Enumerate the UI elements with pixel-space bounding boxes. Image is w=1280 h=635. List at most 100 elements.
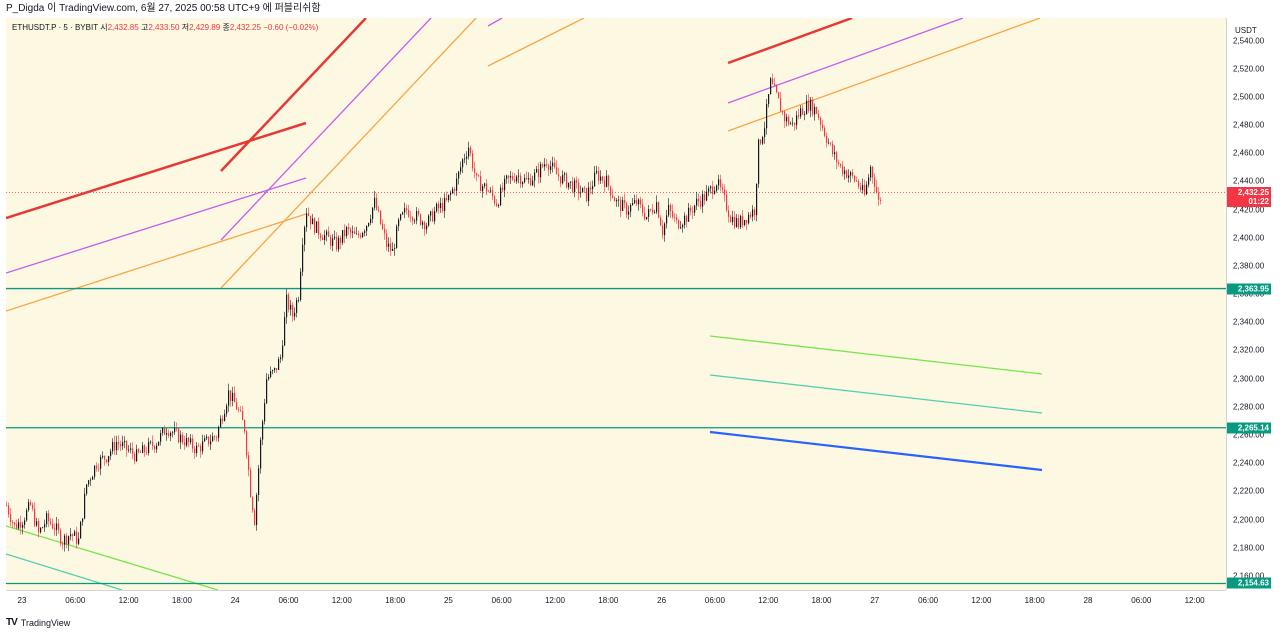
candle-down [488, 191, 490, 193]
candle-up [684, 215, 686, 225]
candle-up [748, 214, 750, 224]
candle-down [780, 98, 782, 112]
price-tick-label: 2,160.00 [1233, 571, 1265, 581]
candle-up [422, 222, 424, 225]
candle-down [496, 203, 498, 206]
candle-up [710, 186, 712, 189]
candle-up [574, 180, 576, 193]
candle-down [864, 185, 866, 195]
candle-down [554, 162, 556, 168]
candle-up [396, 226, 398, 249]
candle-up [414, 220, 416, 222]
candle-down [530, 178, 532, 186]
candle-down [454, 188, 456, 191]
candle-up [260, 439, 262, 469]
candle-down [244, 420, 246, 432]
candle-up [628, 211, 630, 215]
candle-down [76, 531, 78, 544]
candle-up [688, 207, 690, 222]
candle-up [506, 175, 508, 179]
candle-up [306, 213, 308, 228]
candle-up [792, 122, 794, 124]
price-axis[interactable]: USDT 2,540.00 2,520.00 2,500.00 2,480.00 2,4… [1226, 18, 1273, 590]
candle-up [632, 203, 634, 205]
candle-down [626, 203, 628, 215]
price-tick-label: 2,540.00 [1233, 36, 1265, 46]
chart-svg [6, 18, 1226, 590]
candle-up [26, 510, 28, 521]
candle-up [646, 216, 648, 219]
candle-up [850, 172, 852, 176]
candle-down [772, 78, 774, 84]
candle-down [438, 203, 440, 209]
level-price-tag[interactable]: 2,154.63 [1227, 577, 1271, 589]
candle-down [620, 199, 622, 211]
time-axis[interactable]: 23 06:00 12:00 18:00 24 06:00 12:00 18:00 25 06:0… [6, 590, 1226, 613]
candle-up [362, 232, 364, 238]
candle-down [838, 162, 840, 164]
candle-down [774, 83, 776, 86]
candle-up [224, 413, 226, 421]
candle-up [42, 527, 44, 529]
candle-down [106, 459, 108, 463]
candle-up [528, 178, 530, 180]
price-tick-label: 2,440.00 [1233, 176, 1265, 186]
candle-up [394, 248, 396, 249]
candle-up [426, 225, 428, 230]
level-price-tag[interactable]: 2,363.95 [1227, 283, 1271, 295]
candle-up [790, 123, 792, 125]
candle-down [860, 186, 862, 190]
brand-name: TradingView [20, 617, 71, 628]
level-price-tag[interactable]: 2,265.14 [1227, 422, 1271, 434]
candle-up [800, 108, 802, 117]
candle-up [36, 521, 38, 526]
candle-down [378, 209, 380, 211]
candle-up [128, 449, 130, 451]
candle-up [18, 522, 20, 529]
candle-up [374, 197, 376, 208]
candle-up [268, 376, 270, 380]
low-value: 2,429.89 [189, 23, 221, 32]
candle-up [166, 433, 168, 435]
candle-down [754, 209, 756, 216]
candle-up [758, 139, 760, 184]
candle-up [148, 441, 150, 453]
trendline-orange [6, 213, 307, 312]
candle-down [720, 179, 722, 188]
candle-down [236, 402, 238, 410]
price-tick-label: 2,480.00 [1233, 120, 1265, 130]
current-price-tag[interactable]: 2,432.25 01:22 [1227, 187, 1271, 208]
chart-plot-area[interactable]: ETHUSDT.P · 5 · BYBIT 시2,432.85 고2,433.5… [6, 18, 1226, 590]
candle-down [698, 198, 700, 202]
tradingview-logo[interactable]: TV TradingView [6, 617, 70, 628]
currency-unit[interactable]: USDT [1235, 26, 1257, 35]
symbol-label[interactable]: ETHUSDT.P · 5 · BYBIT [12, 23, 98, 32]
candle-up [296, 299, 298, 313]
candle-down [66, 535, 68, 545]
candle-down [72, 534, 74, 536]
candle-up [206, 436, 208, 439]
candle-down [10, 514, 12, 522]
candle-down [14, 522, 16, 525]
candle-up [162, 427, 164, 434]
candle-down [310, 215, 312, 225]
candle-up [654, 212, 656, 213]
candle-down [660, 217, 662, 226]
candle-up [256, 494, 258, 526]
candle-up [102, 455, 104, 458]
candle-down [146, 452, 148, 453]
publish-header: P_Digda 이 TradingView.com, 6월 27, 2025 0… [0, 0, 1280, 18]
candle-up [304, 227, 306, 245]
candle-up [158, 441, 160, 446]
candle-up [416, 210, 418, 221]
candle-down [54, 528, 56, 530]
candle-down [672, 211, 674, 218]
candle-down [138, 449, 140, 453]
candle-down [602, 176, 604, 181]
candle-down [670, 204, 672, 212]
candle-up [866, 184, 868, 195]
candle-down [824, 128, 826, 136]
ohlc-legend: ETHUSDT.P · 5 · BYBIT 시2,432.85 고2,433.5… [12, 22, 318, 33]
candle-up [180, 434, 182, 443]
candle-down [746, 219, 748, 224]
